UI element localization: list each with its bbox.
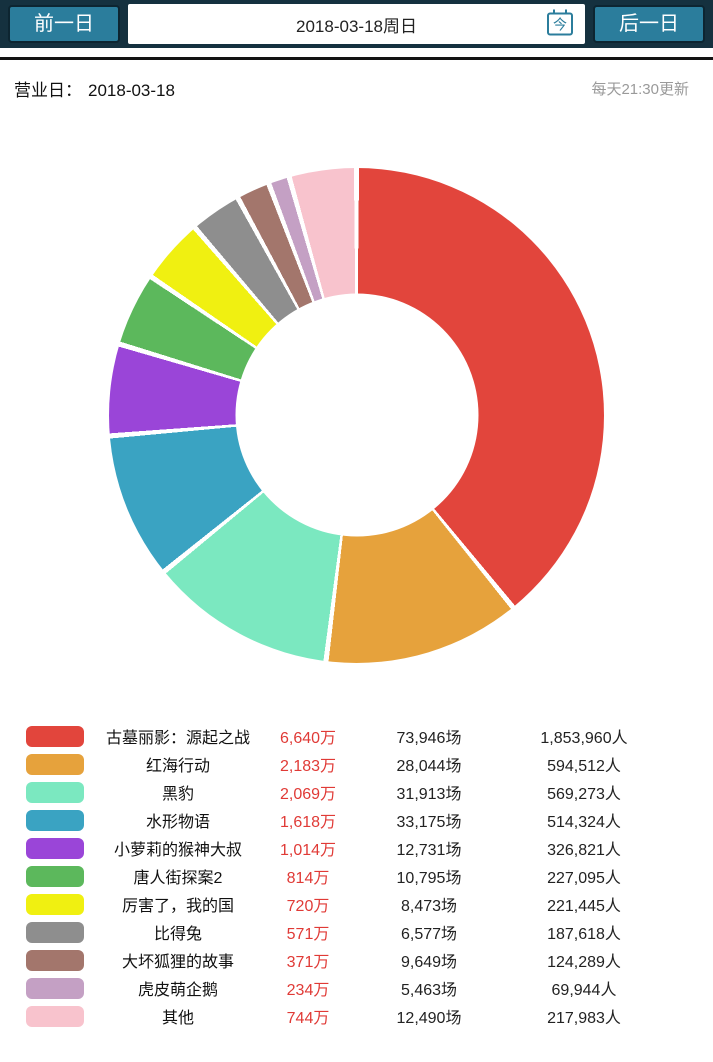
- admissions-count: 124,289人: [547, 954, 621, 971]
- donut-hole: [235, 293, 478, 537]
- admissions-count: 221,445人: [547, 898, 621, 915]
- sessions-count: 73,946场: [396, 730, 462, 747]
- legend-color-swatch: [26, 866, 84, 887]
- business-day-label: 营业日：: [14, 81, 82, 100]
- legend-color-swatch: [26, 810, 84, 831]
- admissions-count: 514,324人: [547, 814, 621, 831]
- legend-row: 唐人街探案2 814万 10,795场 227,095人: [26, 865, 713, 893]
- revenue-value: 720万: [286, 898, 330, 915]
- revenue-value: 2,183万: [279, 758, 337, 775]
- legend-row: 虎皮萌企鹅 234万 5,463场 69,944人: [26, 977, 713, 1005]
- legend-row: 水形物语 1,618万 33,175场 514,324人: [26, 809, 713, 837]
- sessions-count: 8,473场: [400, 898, 458, 915]
- movie-title: 黑豹: [161, 786, 194, 803]
- movie-title: 厉害了，我的国: [121, 898, 234, 915]
- business-day-row: 营业日： 2018-03-18 每天21:30更新: [0, 60, 713, 109]
- sessions-count: 33,175场: [396, 814, 462, 831]
- sessions-count: 9,649场: [400, 954, 458, 971]
- chart-area: [0, 109, 713, 721]
- legend-row: 其他 744万 12,490场 217,983人: [26, 1005, 713, 1033]
- revenue-value: 1,618万: [279, 814, 337, 831]
- legend-row: 小萝莉的猴神大叔 1,014万 12,731场 326,821人: [26, 837, 713, 865]
- revenue-value: 6,640万: [279, 730, 337, 747]
- legend-table: 古墓丽影：源起之战 6,640万 73,946场 1,853,960人红海行动 2,18…: [0, 721, 713, 1033]
- admissions-count: 69,944人: [551, 982, 617, 999]
- calendar-today-icon: 今: [547, 9, 573, 36]
- revenue-value: 814万: [286, 870, 330, 887]
- current-date-label: 2018-03-18周日: [296, 16, 417, 36]
- movie-title: 其他: [161, 1010, 194, 1027]
- legend-row: 红海行动 2,183万 28,044场 594,512人: [26, 753, 713, 781]
- admissions-count: 217,983人: [547, 1010, 621, 1027]
- business-day-value: 2018-03-18: [88, 81, 175, 100]
- revenue-value: 2,069万: [279, 786, 337, 803]
- business-day-text: 营业日： 2018-03-18: [14, 76, 175, 101]
- sessions-count: 5,463场: [400, 982, 458, 999]
- sessions-count: 28,044场: [396, 758, 462, 775]
- legend-color-swatch: [26, 978, 84, 999]
- admissions-count: 187,618人: [547, 926, 621, 943]
- movie-title: 比得兔: [153, 926, 202, 943]
- legend-color-swatch: [26, 754, 84, 775]
- movie-title: 小萝莉的猴神大叔: [113, 842, 242, 859]
- sessions-count: 6,577场: [400, 926, 458, 943]
- admissions-count: 326,821人: [547, 842, 621, 859]
- legend-color-swatch: [26, 922, 84, 943]
- admissions-count: 569,273人: [547, 786, 621, 803]
- movie-title: 古墓丽影：源起之战: [105, 730, 250, 747]
- admissions-count: 227,095人: [547, 870, 621, 887]
- legend-color-swatch: [26, 838, 84, 859]
- revenue-value: 571万: [286, 926, 330, 943]
- donut-chart: [109, 167, 604, 663]
- movie-title: 大坏狐狸的故事: [121, 954, 234, 971]
- legend-color-swatch: [26, 782, 84, 803]
- revenue-value: 744万: [286, 1010, 330, 1027]
- revenue-value: 234万: [286, 982, 330, 999]
- date-display-panel: 2018-03-18周日 今: [128, 4, 585, 44]
- legend-color-swatch: [26, 726, 84, 747]
- legend-color-swatch: [26, 950, 84, 971]
- update-schedule-note: 每天21:30更新: [591, 81, 689, 98]
- next-day-button[interactable]: 后一日: [593, 5, 705, 43]
- legend-row: 比得兔 571万 6,577场 187,618人: [26, 921, 713, 949]
- movie-title: 红海行动: [145, 758, 210, 775]
- today-button[interactable]: 今: [547, 9, 573, 36]
- legend-color-swatch: [26, 1006, 84, 1027]
- sessions-count: 10,795场: [396, 870, 462, 887]
- movie-title: 水形物语: [145, 814, 210, 831]
- legend-color-swatch: [26, 894, 84, 915]
- date-nav-bar: 前一日 2018-03-18周日 今 后一日: [0, 0, 713, 48]
- admissions-count: 594,512人: [547, 758, 621, 775]
- legend-row: 黑豹 2,069万 31,913场 569,273人: [26, 781, 713, 809]
- legend-row: 大坏狐狸的故事 371万 9,649场 124,289人: [26, 949, 713, 977]
- revenue-value: 1,014万: [279, 842, 337, 859]
- prev-day-button[interactable]: 前一日: [8, 5, 120, 43]
- legend-row: 古墓丽影：源起之战 6,640万 73,946场 1,853,960人: [26, 725, 713, 753]
- movie-title: 虎皮萌企鹅: [137, 982, 218, 999]
- admissions-count: 1,853,960人: [540, 730, 628, 747]
- header-divider: [0, 57, 713, 60]
- sessions-count: 12,731场: [396, 842, 462, 859]
- movie-title: 唐人街探案2: [133, 870, 223, 887]
- revenue-value: 371万: [286, 954, 330, 971]
- sessions-count: 12,490场: [396, 1010, 462, 1027]
- legend-row: 厉害了，我的国 720万 8,473场 221,445人: [26, 893, 713, 921]
- sessions-count: 31,913场: [396, 786, 462, 803]
